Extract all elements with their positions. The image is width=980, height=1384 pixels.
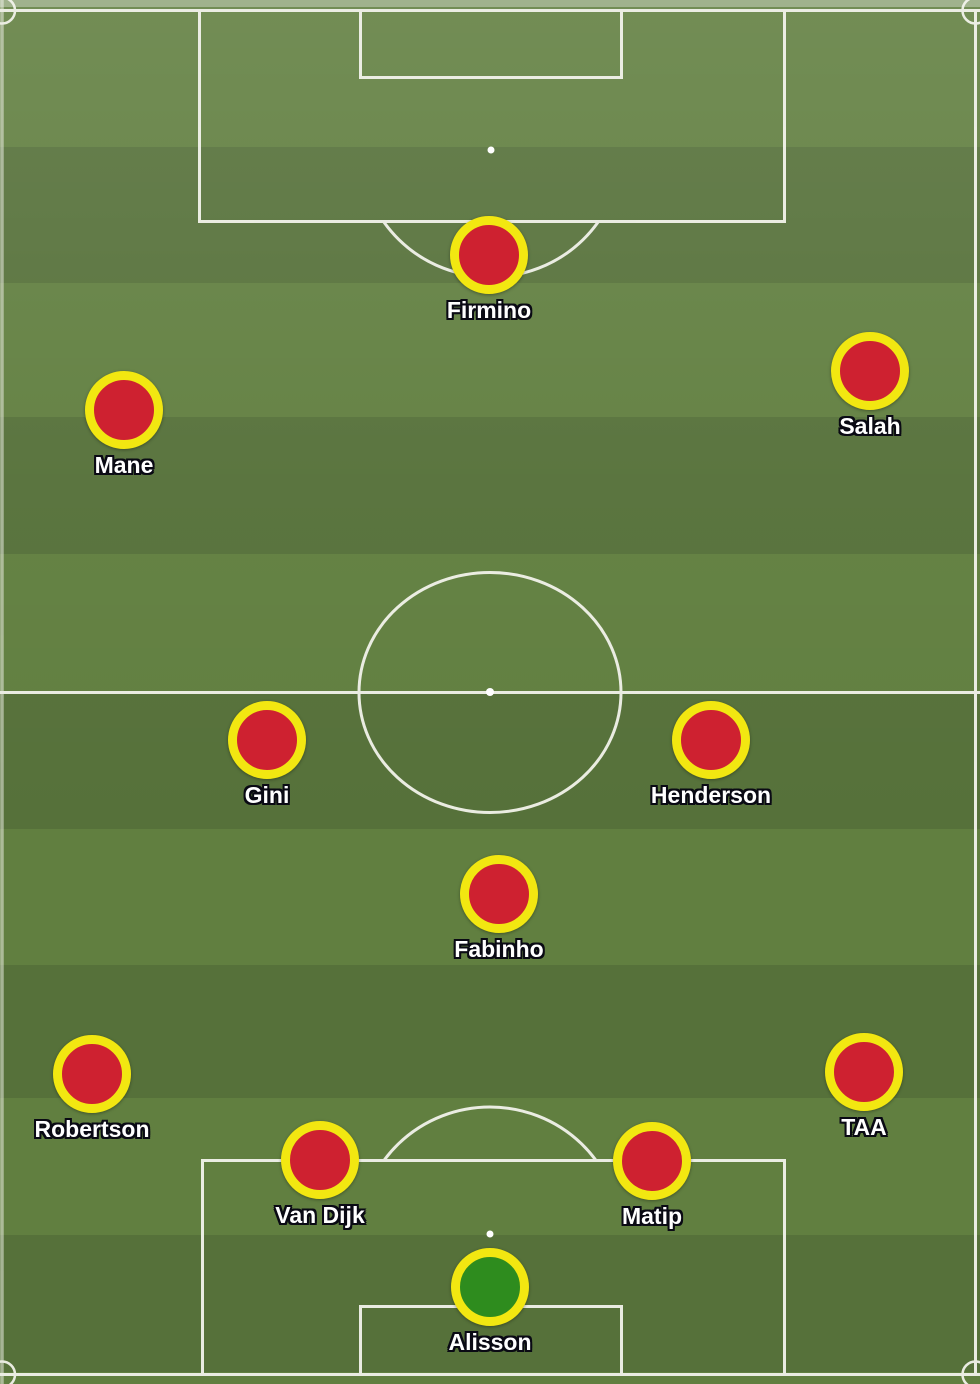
- player-marker-icon[interactable]: [281, 1121, 359, 1199]
- player-marker-icon[interactable]: [672, 701, 750, 779]
- player-marker-icon[interactable]: [85, 371, 163, 449]
- player-name-label: Alisson: [448, 1329, 532, 1355]
- pitch-spots: [486, 146, 495, 1238]
- player-name-label: Van Dijk: [275, 1202, 365, 1228]
- player-name-label: Robertson: [34, 1116, 150, 1142]
- player-name-label: Mane: [94, 452, 154, 478]
- bottom-penalty-arc: [383, 1105, 597, 1159]
- player-marker-icon[interactable]: [53, 1035, 131, 1113]
- player-name-label: TAA: [841, 1114, 887, 1140]
- corner-arc-bottom-right: [961, 1360, 980, 1384]
- player-name-label: Fabinho: [454, 936, 544, 962]
- top-goal-area: [359, 10, 623, 79]
- player-name-label: Matip: [621, 1203, 683, 1229]
- corner-arc-top-right: [961, 0, 980, 25]
- bottom-penalty-spot: [486, 1230, 494, 1238]
- player-name-label: Gini: [244, 782, 290, 808]
- player-name-label: Firmino: [446, 297, 532, 323]
- centre-circle: [357, 571, 623, 814]
- player-marker-icon[interactable]: [460, 855, 538, 933]
- goalkeeper-marker-icon[interactable]: [451, 1248, 529, 1326]
- player-name-label: Henderson: [650, 782, 772, 808]
- top-margin: [0, 0, 980, 7]
- corner-arc-bottom-left: [0, 1360, 17, 1384]
- bottom-penalty-area: [201, 1159, 786, 1374]
- player-marker-icon[interactable]: [228, 701, 306, 779]
- player-marker-icon[interactable]: [825, 1033, 903, 1111]
- player-name-label: Salah: [839, 413, 901, 439]
- centre-spot: [486, 688, 494, 696]
- top-penalty-spot: [487, 146, 495, 154]
- player-marker-icon[interactable]: [831, 332, 909, 410]
- player-marker-icon[interactable]: [613, 1122, 691, 1200]
- corner-arc-top-left: [0, 0, 17, 25]
- player-marker-icon[interactable]: [450, 216, 528, 294]
